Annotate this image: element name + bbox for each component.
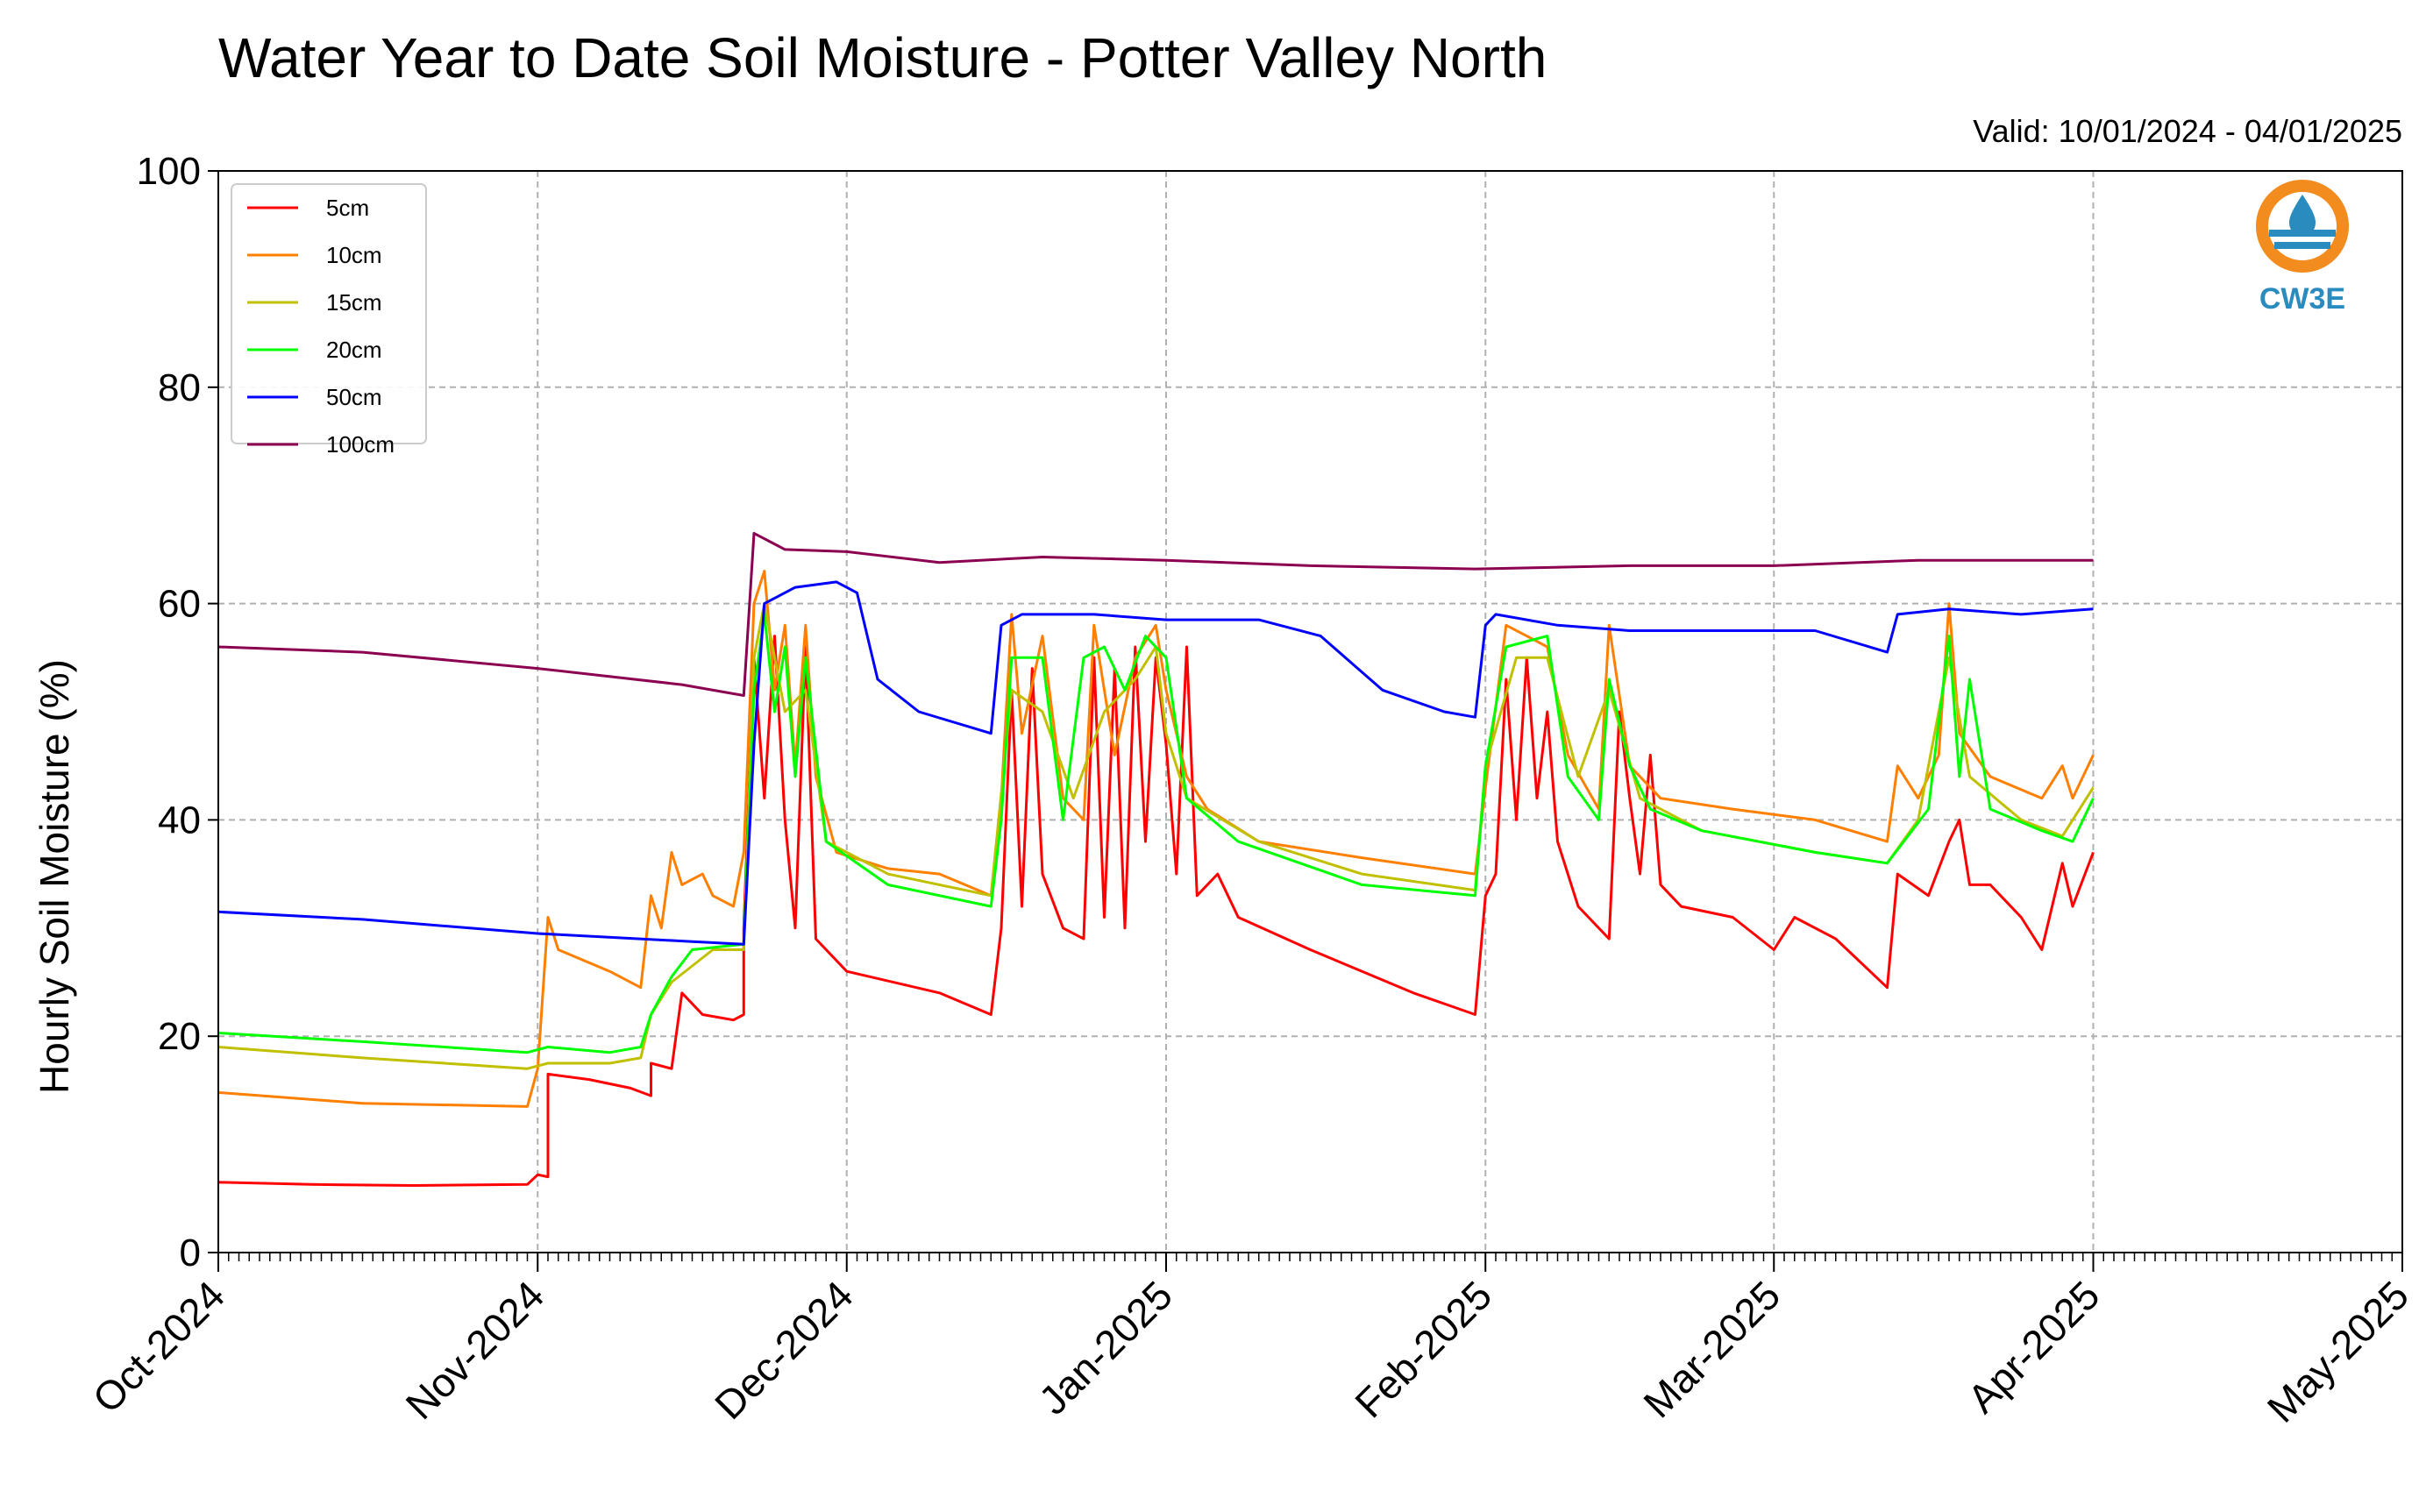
legend-label-50cm: 50cm [326, 384, 382, 410]
grid-lines [218, 171, 2402, 1253]
x-tick-label: Nov-2024 [397, 1272, 553, 1428]
x-tick-label: Mar-2025 [1634, 1272, 1789, 1426]
x-tick-label: Oct-2024 [84, 1272, 234, 1422]
y-tick-label: 20 [158, 1015, 201, 1058]
logo-ring [2256, 180, 2349, 273]
legend-label-100cm: 100cm [326, 431, 395, 458]
y-axis-label: Hourly Soil Moisture (%) [32, 659, 77, 1094]
cw3e-logo: CW3E [2256, 180, 2349, 316]
water-drop-icon [2289, 195, 2316, 237]
logo-wave-bottom [2274, 242, 2330, 249]
y-tick-label: 100 [137, 150, 201, 193]
legend-label-10cm: 10cm [326, 242, 382, 268]
chart-title: Water Year to Date Soil Moisture - Potte… [218, 26, 1547, 89]
x-axis-ticks: Oct-2024 Nov-2024 Dec-2024 Jan-2025 Feb-2025… [84, 1253, 2417, 1431]
series-line-100cm [217, 531, 2094, 697]
x-tick-label: May-2025 [2259, 1272, 2417, 1430]
legend-label-15cm: 15cm [326, 289, 382, 316]
y-tick-label: 0 [180, 1232, 201, 1274]
x-tick-label: Dec-2024 [706, 1272, 862, 1428]
legend-box [231, 183, 427, 444]
x-tick-label: Feb-2025 [1346, 1272, 1500, 1426]
series-line-10cm [217, 570, 2095, 1108]
x-tick-label: Apr-2025 [1959, 1272, 2109, 1422]
plot-frame [217, 170, 2403, 1253]
legend-label-5cm: 5cm [326, 195, 369, 221]
logo-text: CW3E [2259, 282, 2345, 316]
y-tick-label: 60 [158, 583, 201, 626]
legend: 5cm 10cm 15cm 20cm 50cm 100cm [231, 183, 427, 458]
legend-label-20cm: 20cm [326, 337, 382, 363]
series-line-20cm [217, 613, 2095, 1054]
y-tick-label: 80 [158, 366, 201, 409]
y-axis-ticks: 0 20 40 60 80 100 [137, 150, 218, 1274]
chart-valid-range: Valid: 10/01/2024 - 04/01/2025 [1973, 113, 2402, 149]
series-lines [217, 531, 2095, 1187]
y-tick-label: 40 [158, 799, 201, 841]
series-line-50cm [217, 580, 2094, 946]
x-tick-label: Jan-2025 [1030, 1272, 1181, 1423]
series-line-5cm [217, 635, 2095, 1187]
